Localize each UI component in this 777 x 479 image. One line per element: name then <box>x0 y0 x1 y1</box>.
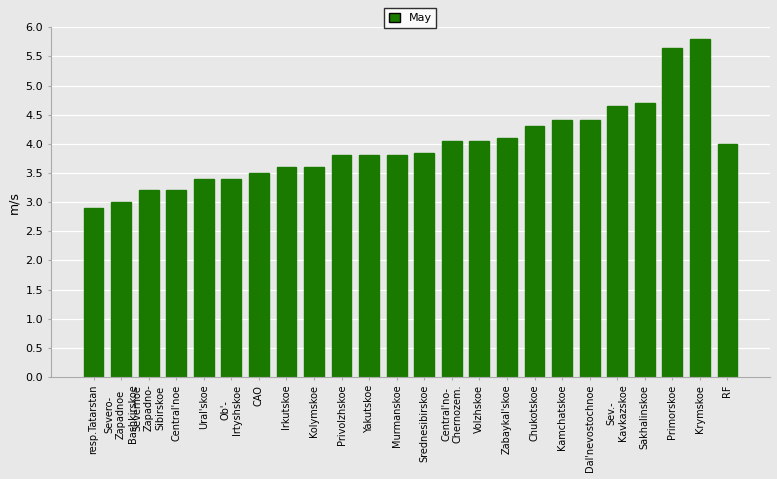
Bar <box>414 153 434 377</box>
Bar <box>717 144 737 377</box>
Bar <box>524 126 545 377</box>
Bar <box>442 141 462 377</box>
Bar <box>111 202 131 377</box>
Bar <box>304 167 324 377</box>
Bar <box>84 208 103 377</box>
Bar <box>663 47 682 377</box>
Bar <box>249 173 269 377</box>
Bar <box>332 156 351 377</box>
Bar <box>277 167 296 377</box>
Bar <box>166 191 186 377</box>
Bar <box>497 138 517 377</box>
Bar <box>221 179 241 377</box>
Y-axis label: m/s: m/s <box>7 191 20 214</box>
Bar <box>690 39 710 377</box>
Bar <box>139 191 159 377</box>
Bar <box>608 106 627 377</box>
Legend: May: May <box>385 8 437 28</box>
Bar <box>387 156 406 377</box>
Bar <box>552 121 572 377</box>
Bar <box>580 121 600 377</box>
Bar <box>469 141 490 377</box>
Bar <box>359 156 379 377</box>
Bar <box>193 179 214 377</box>
Bar <box>635 103 655 377</box>
